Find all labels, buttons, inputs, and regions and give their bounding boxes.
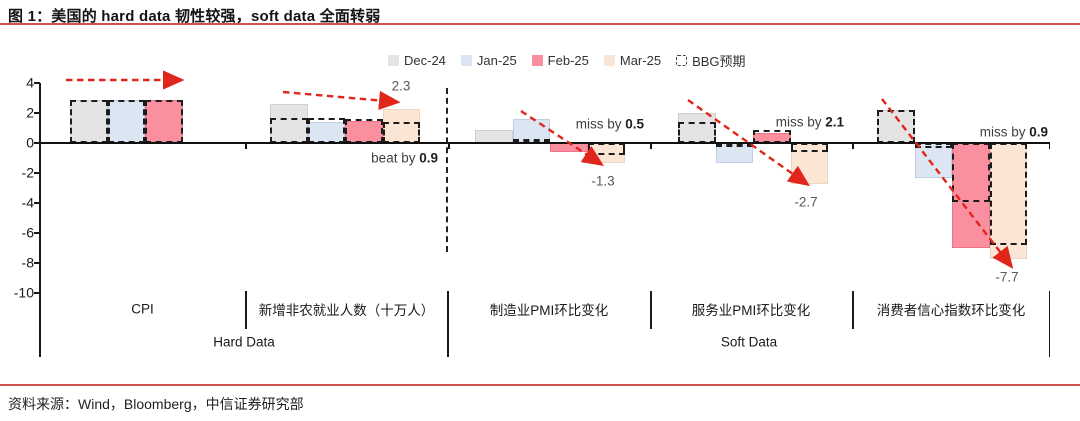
y-axis-tick-label: -2: [21, 164, 34, 181]
color-swatch-icon: [460, 55, 472, 66]
value-label--7-7: -7.7: [995, 269, 1019, 285]
zero-axis-line: [40, 142, 1050, 144]
category-label-g4: 消费者信心指数环比变化: [876, 303, 1026, 318]
bar-feb-25-g2: [550, 143, 588, 152]
y-axis-tick-mark: [34, 142, 40, 144]
expectation-box-feb-25-g1: [345, 119, 383, 143]
zero-axis-group-tick: [650, 143, 652, 149]
callout-0-9: beat by 0.9: [371, 150, 438, 166]
legend-item-dec-24: Dec-24: [388, 53, 446, 68]
y-axis-tick-label: 2: [26, 104, 34, 121]
legend-label: Feb-25: [547, 53, 589, 68]
hard-soft-divider: [446, 88, 448, 252]
callout-0-9: miss by 0.9: [979, 124, 1048, 140]
expectation-box-feb-25-g4: [952, 143, 990, 202]
legend-item-jan-25: Jan-25: [460, 53, 517, 68]
footer-rule: [0, 384, 1080, 386]
category-separator: [650, 291, 652, 329]
source-note: 资料来源：Wind，Bloomberg，中信证券研究部: [8, 396, 304, 412]
legend-item-bbg-expectation: BBG预期: [676, 51, 746, 70]
expectation-box-mar-25-g4: [989, 143, 1027, 245]
category-label-g3: 服务业PMI环比变化: [691, 303, 811, 318]
expectation-box-jan-25-g0: [107, 99, 145, 143]
y-axis-tick-label: -4: [21, 194, 34, 211]
color-swatch-icon: [603, 55, 615, 66]
y-axis-tick-label: -6: [21, 224, 34, 241]
dashed-box-icon: [676, 55, 688, 66]
bar-jan-25-g4: [914, 143, 952, 178]
expectation-box-dec-24-g3: [678, 122, 716, 143]
legend-label: Dec-24: [404, 53, 446, 68]
category-separator: [852, 291, 854, 329]
category-label-g0: CPI: [131, 301, 154, 317]
expectation-box-jan-25-g1: [307, 117, 345, 143]
expectation-box-feb-25-g3: [753, 129, 791, 143]
y-axis-line: [39, 83, 41, 357]
expectation-box-dec-24-g1: [270, 118, 308, 143]
legend-label: Mar-25: [619, 53, 662, 68]
expectation-box-dec-24-g0: [70, 99, 108, 143]
y-axis-tick-label: -8: [21, 254, 34, 271]
expectation-box-mar-25-g3: [790, 143, 828, 152]
legend-item-feb-25: Feb-25: [531, 53, 589, 68]
y-axis-tick-mark: [34, 262, 40, 264]
value-label--2-7: -2.7: [794, 194, 818, 210]
chart-legend: Dec-24 Jan-25 Feb-25 Mar-25 BBG预期: [388, 51, 746, 70]
y-axis-tick-mark: [34, 232, 40, 234]
y-axis-tick-label: 4: [26, 74, 34, 91]
expectation-box-mar-25-g1: [382, 122, 420, 143]
category-separator: [245, 291, 247, 329]
expectation-box-mar-25-g2: [587, 143, 625, 155]
y-axis-tick-mark: [34, 292, 40, 294]
y-axis-tick-mark: [34, 202, 40, 204]
section-label: Soft Data: [720, 334, 778, 350]
category-label-g1: 新增非农就业人数（十万人）: [258, 303, 435, 318]
color-swatch-icon: [388, 55, 399, 66]
y-axis-tick-mark: [34, 82, 40, 84]
category-label-g2: 制造业PMI环比变化: [489, 303, 609, 318]
y-axis-tick-label: -10: [13, 284, 34, 301]
legend-item-mar-25: Mar-25: [603, 53, 662, 68]
zero-axis-group-tick: [448, 143, 450, 149]
zero-axis-group-tick: [852, 143, 854, 149]
color-swatch-icon: [531, 55, 543, 66]
y-axis-tick-mark: [34, 112, 40, 114]
value-label-2-3: 2.3: [391, 78, 411, 94]
zero-axis-group-tick: [1048, 143, 1050, 149]
y-axis-tick-label: 0: [26, 134, 34, 151]
zero-axis-group-tick: [245, 143, 247, 149]
legend-label: BBG预期: [692, 54, 746, 69]
callout-0-5: miss by 0.5: [575, 116, 644, 132]
figure-title: 图 1：美国的 hard data 韧性较强，soft data 全面转弱: [8, 8, 381, 25]
callout-2-1: miss by 2.1: [775, 114, 844, 130]
bar-dec-24-g2: [475, 129, 513, 143]
chart-right-border: [1048, 291, 1050, 357]
section-separator: [447, 291, 449, 357]
expectation-box-feb-25-g0: [145, 99, 183, 143]
title-rule: [0, 23, 1080, 25]
legend-label: Jan-25: [476, 53, 517, 68]
y-axis-tick-mark: [34, 172, 40, 174]
expectation-box-dec-24-g4: [877, 110, 915, 143]
section-label: Hard Data: [213, 334, 275, 350]
value-label--1-3: -1.3: [591, 173, 615, 189]
